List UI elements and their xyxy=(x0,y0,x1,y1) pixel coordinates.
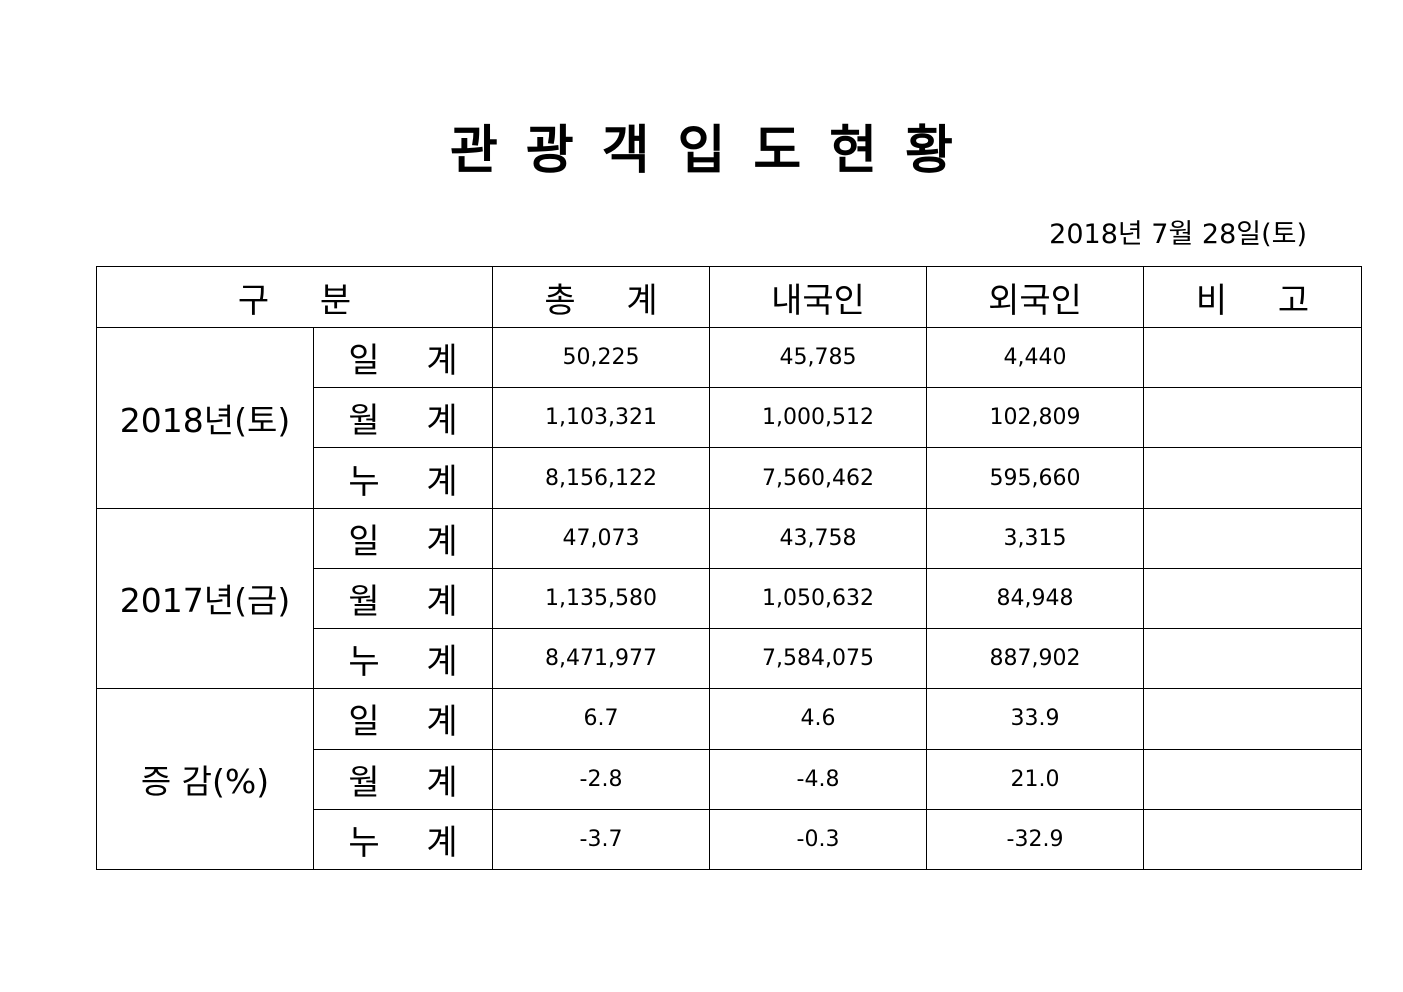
foreign-cell: 4,440 xyxy=(926,326,1144,389)
table-row: 월 계 -2.8 -4.8 21.0 xyxy=(97,748,1362,810)
report-date: 2018년 7월 28일(토) xyxy=(1049,219,1307,250)
group-label-2017: 2017년(금) xyxy=(96,507,314,690)
domestic-cell: 45,785 xyxy=(709,326,927,389)
row-label: 누 계 xyxy=(313,808,493,871)
table-row: 누 계 8,471,977 7,584,075 887,902 xyxy=(97,628,1362,690)
header-category: 구 분 xyxy=(96,266,493,328)
total-cell: 8,156,122 xyxy=(492,447,710,509)
domestic-cell: 43,758 xyxy=(709,507,927,569)
remarks-cell xyxy=(1143,808,1362,871)
row-label: 누 계 xyxy=(313,628,493,690)
table-row: 월 계 1,135,580 1,050,632 84,948 xyxy=(97,567,1362,630)
foreign-cell: 33.9 xyxy=(926,688,1144,750)
remarks-cell xyxy=(1143,326,1362,389)
table-row: 증 감(%) 일 계 6.7 4.6 33.9 xyxy=(96,688,1362,870)
foreign-cell: 595,660 xyxy=(926,447,1144,509)
header-foreign: 외국인 xyxy=(926,266,1144,328)
total-cell: 1,135,580 xyxy=(492,567,710,630)
tourist-arrivals-table: 구 분 총 계 내국인 외국인 비 고 2018년(토) 일 계 50,225 … xyxy=(96,266,1362,871)
total-cell: -2.8 xyxy=(492,748,710,810)
domestic-cell: 1,000,512 xyxy=(709,387,927,449)
total-cell: 1,103,321 xyxy=(492,387,710,449)
table-row: 누 계 8,156,122 7,560,462 595,660 xyxy=(97,447,1362,509)
header-domestic: 내국인 xyxy=(709,266,927,328)
domestic-cell: 1,050,632 xyxy=(709,567,927,630)
row-label: 월 계 xyxy=(313,567,493,630)
table-row: 월 계 1,103,321 1,000,512 102,809 xyxy=(97,387,1362,449)
domestic-cell: 7,584,075 xyxy=(709,628,927,690)
row-label: 일 계 xyxy=(313,507,493,569)
foreign-cell: 3,315 xyxy=(926,507,1144,569)
foreign-cell: 84,948 xyxy=(926,567,1144,630)
header-row: 구 분 총 계 내국인 외국인 비 고 xyxy=(96,266,1362,328)
table-row: 2018년(토) 일 계 50,225 45,785 4,440 xyxy=(96,326,1362,509)
remarks-cell xyxy=(1143,688,1362,750)
group-label-change: 증 감(%) xyxy=(96,688,314,870)
domestic-cell: -0.3 xyxy=(709,808,927,871)
foreign-cell: 887,902 xyxy=(926,628,1144,690)
row-label: 누 계 xyxy=(313,447,493,509)
domestic-cell: 4.6 xyxy=(709,688,927,750)
total-cell: 6.7 xyxy=(492,688,710,750)
row-label: 월 계 xyxy=(313,387,493,449)
domestic-cell: -4.8 xyxy=(709,748,927,810)
table-row: 누 계 -3.7 -0.3 -32.9 xyxy=(97,808,1362,871)
total-cell: 8,471,977 xyxy=(492,628,710,690)
total-cell: 50,225 xyxy=(492,326,710,389)
table-row: 2017년(금) 일 계 47,073 43,758 3,315 xyxy=(96,507,1362,690)
page-title: 관광객입도현황 xyxy=(450,121,981,181)
total-cell: -3.7 xyxy=(492,808,710,871)
foreign-cell: 21.0 xyxy=(926,748,1144,810)
total-cell: 47,073 xyxy=(492,507,710,569)
header-remarks: 비 고 xyxy=(1143,266,1362,328)
foreign-cell: -32.9 xyxy=(926,808,1144,871)
remarks-cell xyxy=(1143,628,1362,690)
remarks-cell xyxy=(1143,387,1362,449)
group-label-2018: 2018년(토) xyxy=(96,327,314,509)
remarks-cell xyxy=(1143,447,1362,509)
remarks-cell xyxy=(1143,748,1362,810)
header-total: 총 계 xyxy=(492,266,710,328)
domestic-cell: 7,560,462 xyxy=(709,447,927,509)
foreign-cell: 102,809 xyxy=(926,387,1144,449)
remarks-cell xyxy=(1143,507,1362,569)
row-label: 월 계 xyxy=(313,748,493,810)
row-label: 일 계 xyxy=(313,688,493,750)
row-label: 일 계 xyxy=(313,326,493,389)
remarks-cell xyxy=(1143,567,1362,630)
